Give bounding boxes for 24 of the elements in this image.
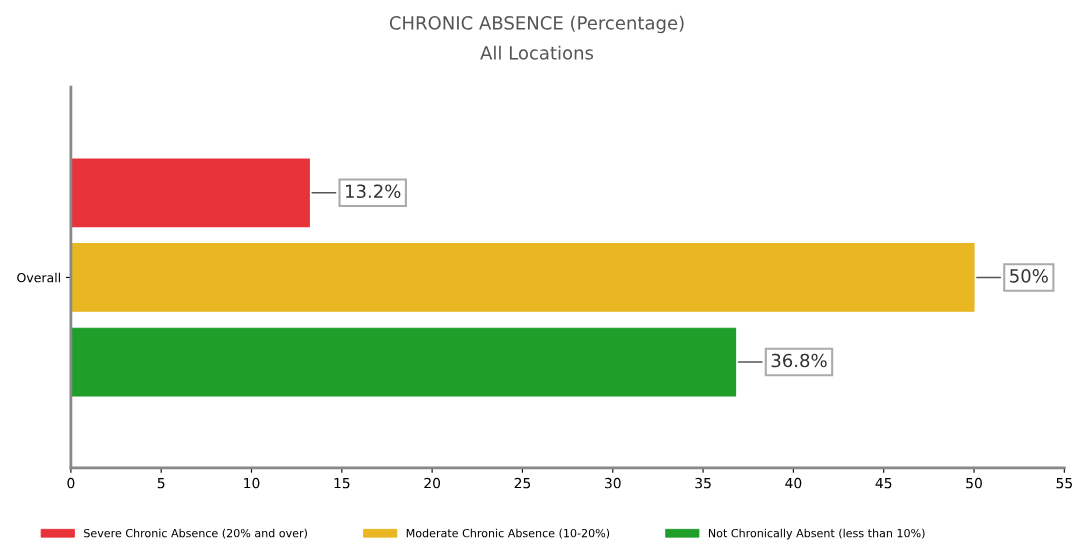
- legend-label: Severe Chronic Absence (20% and over): [84, 528, 307, 539]
- x-tick-label: 20: [424, 477, 441, 489]
- bar: [70, 327, 737, 397]
- x-tick-label: 40: [785, 477, 802, 489]
- data-label: 50%: [1010, 269, 1048, 283]
- x-tick-label: 5: [157, 477, 165, 489]
- data-label: 13.2%: [346, 184, 401, 199]
- data-label: 36.8%: [771, 353, 827, 368]
- x-tick-label: 10: [244, 477, 260, 489]
- x-tick-label: 30: [604, 477, 621, 489]
- x-tick-label: 35: [695, 477, 711, 489]
- legend-label: Not Chronically Absent (less than 10%): [708, 528, 925, 540]
- x-tick-label: 45: [875, 477, 892, 489]
- x-tick-label: 15: [334, 477, 350, 489]
- chart-title: CHRONIC ABSENCE (Percentage): [389, 15, 684, 34]
- x-tick-label: 25: [514, 477, 531, 489]
- bar: [70, 243, 975, 312]
- legend-label: Moderate Chronic Absence (10-20%): [406, 528, 610, 539]
- bar: [70, 158, 310, 228]
- x-tick-label: 55: [1056, 477, 1072, 489]
- chart-subtitle: All Locations: [480, 45, 594, 60]
- x-tick-label: 0: [67, 477, 75, 489]
- y-tick-label: Overall: [17, 272, 60, 283]
- x-tick-label: 50: [966, 477, 982, 489]
